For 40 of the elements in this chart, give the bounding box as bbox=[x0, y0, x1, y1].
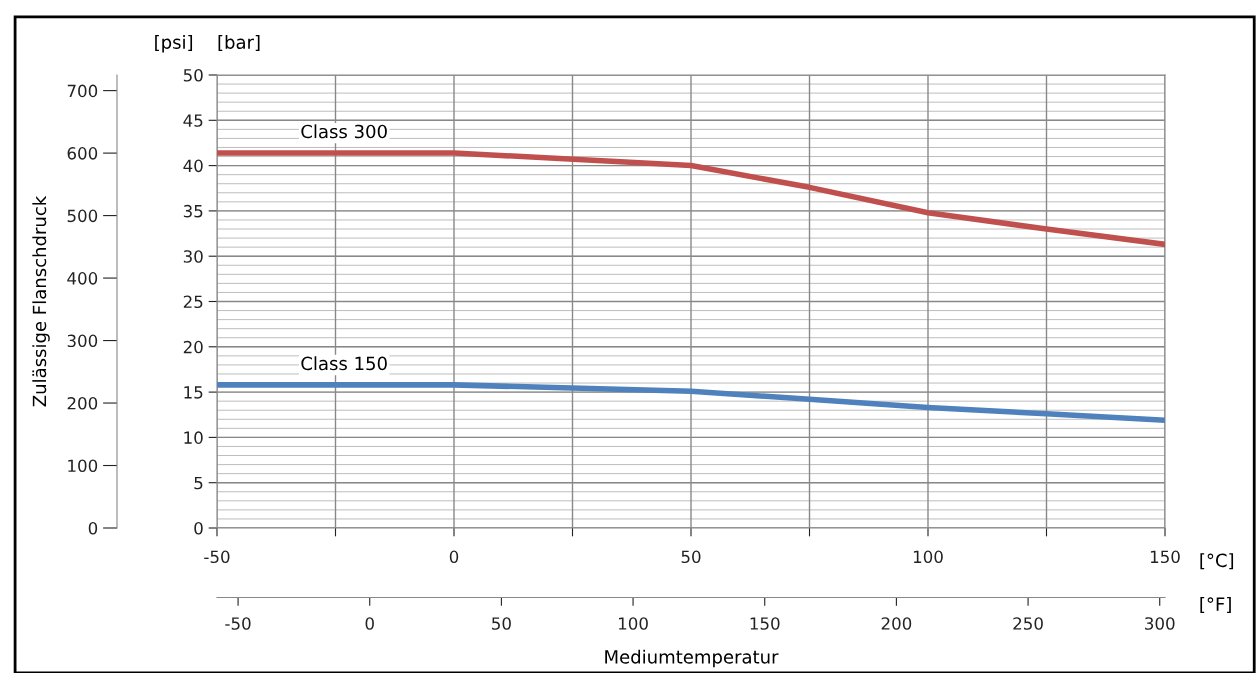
x2-tick-label: 150 bbox=[750, 617, 780, 630]
y-tick-label: 15 bbox=[184, 386, 203, 399]
series-label: Class 300 bbox=[301, 124, 387, 139]
y2-tick-label: 0 bbox=[88, 521, 98, 535]
y-tick-label: 35 bbox=[183, 204, 203, 218]
y-tick-label: 30 bbox=[183, 250, 203, 263]
y2-axis-title: Zulässige Flanschdruck bbox=[32, 195, 50, 407]
series-label: Class 150 bbox=[301, 356, 387, 371]
x2-tick-label: 250 bbox=[1013, 617, 1043, 630]
y-tick-label: 40 bbox=[183, 159, 203, 173]
x-tick-label: 0 bbox=[449, 550, 459, 564]
x-tick-label: -50 bbox=[204, 550, 230, 564]
y-tick-label: 50 bbox=[183, 68, 203, 82]
text: [bar] bbox=[218, 35, 260, 52]
y2-tick-label: 400 bbox=[67, 272, 98, 285]
text: [°F] bbox=[1200, 596, 1231, 614]
y-tick-label: 45 bbox=[183, 114, 203, 127]
y-tick-label: 25 bbox=[183, 295, 203, 309]
x2-tick-label: 300 bbox=[1145, 617, 1175, 630]
x2-tick-label: 50 bbox=[492, 617, 511, 630]
x2-tick-label: 100 bbox=[618, 617, 648, 630]
y2-tick-label: 100 bbox=[68, 459, 98, 473]
y-tick-label: 0 bbox=[194, 521, 203, 535]
x2-tick-label: -50 bbox=[225, 617, 251, 630]
y-tick-label: 10 bbox=[184, 431, 203, 444]
x2-axis-title: Mediumtemperatur bbox=[605, 649, 779, 668]
y2-tick-label: 600 bbox=[67, 147, 98, 160]
x2-tick-label: 200 bbox=[881, 617, 912, 630]
y-tick-label: 5 bbox=[194, 476, 203, 490]
y2-tick-label: 200 bbox=[67, 397, 98, 410]
text: [psi] bbox=[155, 35, 193, 53]
x-tick-label: 150 bbox=[1150, 550, 1180, 564]
y-tick-label: 20 bbox=[183, 340, 203, 354]
x-tick-label: 100 bbox=[913, 550, 943, 564]
y2-tick-label: 500 bbox=[67, 209, 98, 223]
x2-tick-label: 0 bbox=[365, 617, 374, 630]
x-tick-label: 50 bbox=[681, 550, 701, 564]
y2-tick-label: 300 bbox=[67, 334, 98, 348]
y2-tick-label: 700 bbox=[67, 84, 98, 98]
text: [°C] bbox=[1200, 553, 1234, 570]
